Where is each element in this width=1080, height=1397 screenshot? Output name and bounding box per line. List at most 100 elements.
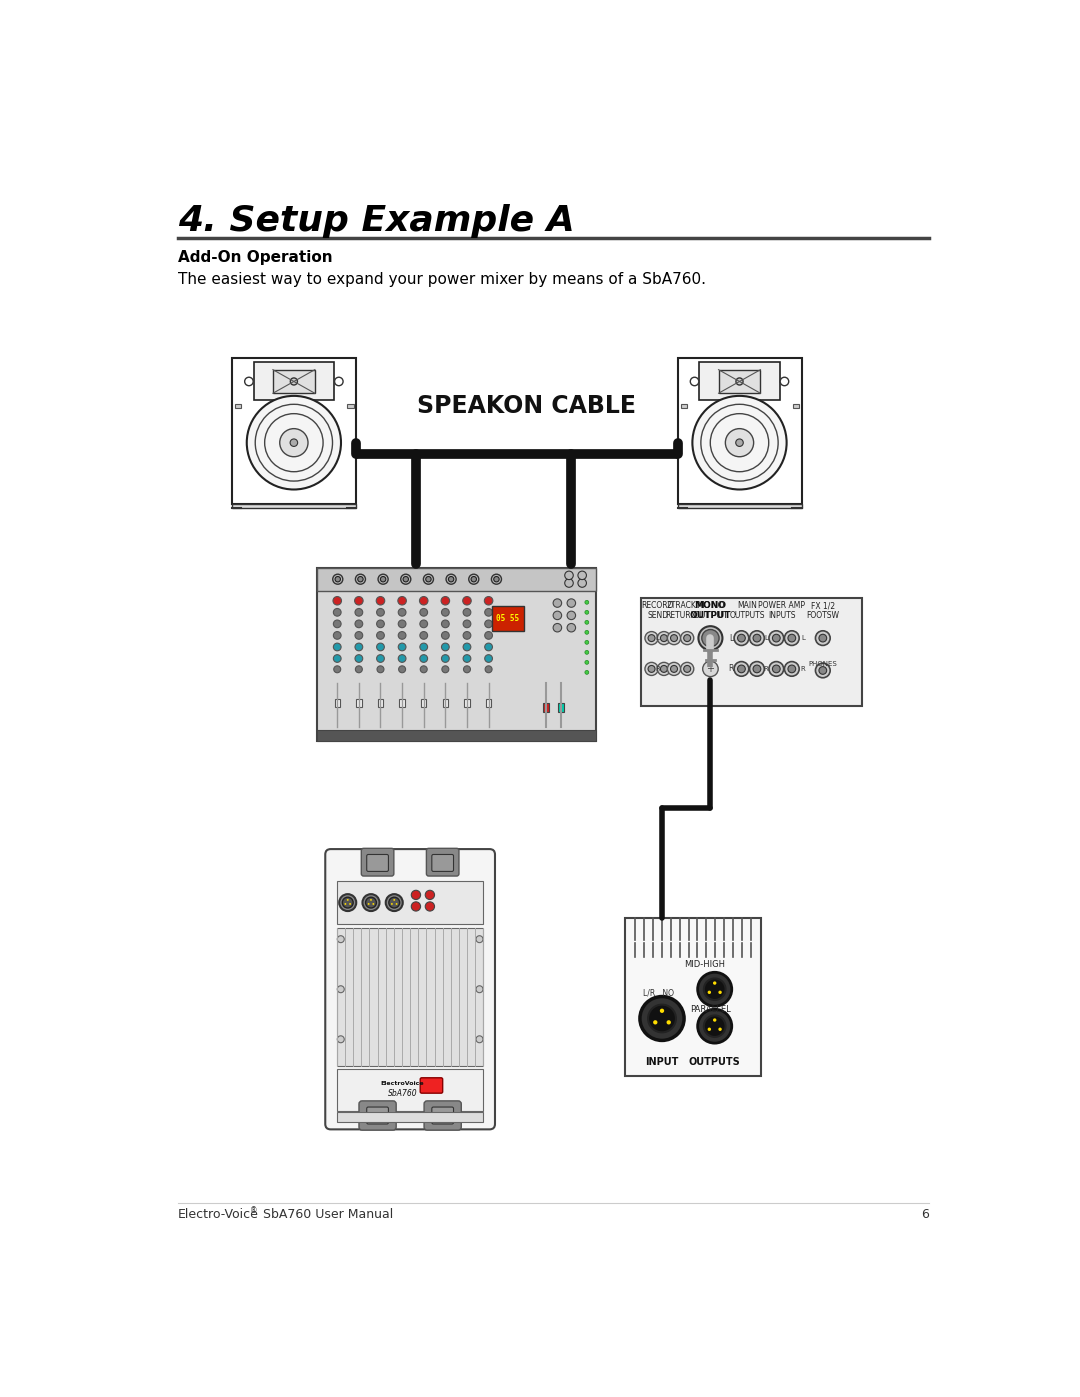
Circle shape: [463, 620, 471, 627]
Bar: [680, 404, 687, 408]
Circle shape: [780, 377, 788, 386]
Circle shape: [355, 609, 363, 616]
Bar: [348, 404, 353, 408]
Bar: [486, 698, 491, 707]
Circle shape: [463, 655, 471, 662]
Circle shape: [703, 661, 718, 676]
FancyBboxPatch shape: [232, 358, 356, 504]
Bar: [640, 598, 862, 705]
Circle shape: [726, 429, 754, 457]
Bar: [337, 1112, 484, 1122]
Circle shape: [442, 643, 449, 651]
Circle shape: [334, 631, 341, 640]
Circle shape: [397, 597, 406, 605]
Circle shape: [565, 571, 573, 580]
Circle shape: [815, 631, 831, 645]
Bar: [464, 698, 470, 707]
Circle shape: [585, 620, 589, 624]
Text: MAIN
OUTPUTS: MAIN OUTPUTS: [730, 601, 766, 620]
Circle shape: [399, 620, 406, 627]
Circle shape: [426, 902, 434, 911]
Circle shape: [491, 574, 501, 584]
Circle shape: [463, 609, 471, 616]
Bar: [542, 703, 549, 712]
Circle shape: [463, 631, 471, 640]
Circle shape: [684, 634, 691, 641]
Circle shape: [399, 643, 406, 651]
Bar: [356, 698, 362, 707]
Circle shape: [399, 655, 406, 662]
Circle shape: [690, 377, 699, 386]
Text: 05 55: 05 55: [497, 613, 519, 623]
Circle shape: [333, 597, 341, 605]
Circle shape: [476, 1035, 483, 1042]
Circle shape: [411, 902, 420, 911]
Circle shape: [463, 643, 471, 651]
Circle shape: [349, 902, 351, 905]
Bar: [491, 606, 524, 631]
Circle shape: [707, 990, 711, 995]
Circle shape: [411, 890, 420, 900]
Circle shape: [738, 634, 745, 643]
Text: PHONES: PHONES: [809, 661, 837, 668]
Circle shape: [713, 1018, 716, 1021]
Circle shape: [401, 574, 410, 584]
Circle shape: [334, 643, 341, 651]
Circle shape: [245, 377, 253, 386]
Bar: [625, 918, 760, 1076]
Circle shape: [345, 902, 347, 905]
Circle shape: [354, 597, 363, 605]
Circle shape: [420, 643, 428, 651]
Circle shape: [660, 1009, 664, 1013]
Circle shape: [485, 620, 492, 627]
Circle shape: [334, 666, 340, 673]
Circle shape: [567, 623, 576, 631]
Circle shape: [420, 620, 428, 627]
Circle shape: [680, 662, 693, 676]
Bar: [337, 928, 484, 1066]
Text: R: R: [764, 666, 769, 672]
FancyBboxPatch shape: [699, 362, 780, 401]
Circle shape: [476, 936, 483, 943]
Circle shape: [335, 577, 340, 583]
Text: ®: ®: [251, 1207, 258, 1215]
Circle shape: [426, 890, 434, 900]
Circle shape: [553, 599, 562, 608]
Circle shape: [419, 597, 428, 605]
Circle shape: [692, 395, 786, 489]
Circle shape: [367, 902, 369, 905]
Circle shape: [420, 666, 428, 673]
Circle shape: [442, 609, 449, 616]
Text: POWER AMP
INPUTS: POWER AMP INPUTS: [758, 601, 806, 620]
Circle shape: [476, 986, 483, 993]
Circle shape: [357, 577, 363, 583]
Circle shape: [680, 631, 693, 644]
Text: Electro-Voice: Electro-Voice: [177, 1208, 258, 1221]
Circle shape: [585, 630, 589, 634]
Circle shape: [355, 574, 365, 584]
FancyBboxPatch shape: [677, 358, 801, 504]
Bar: [337, 1069, 484, 1111]
Circle shape: [420, 631, 428, 640]
Circle shape: [819, 634, 826, 643]
Circle shape: [735, 379, 743, 386]
Circle shape: [335, 377, 343, 386]
Circle shape: [380, 577, 386, 583]
Bar: [235, 404, 241, 408]
Text: L/R   NO: L/R NO: [643, 989, 674, 997]
Circle shape: [707, 1028, 711, 1031]
Circle shape: [750, 631, 765, 645]
FancyBboxPatch shape: [362, 848, 394, 876]
Bar: [718, 370, 760, 394]
Circle shape: [399, 631, 406, 640]
Circle shape: [704, 1016, 726, 1037]
Bar: [318, 567, 596, 591]
Circle shape: [699, 626, 723, 650]
Circle shape: [735, 439, 743, 447]
Circle shape: [713, 981, 716, 985]
Circle shape: [471, 577, 476, 583]
Circle shape: [355, 655, 363, 662]
Circle shape: [585, 671, 589, 675]
Circle shape: [661, 634, 667, 641]
Circle shape: [334, 655, 341, 662]
